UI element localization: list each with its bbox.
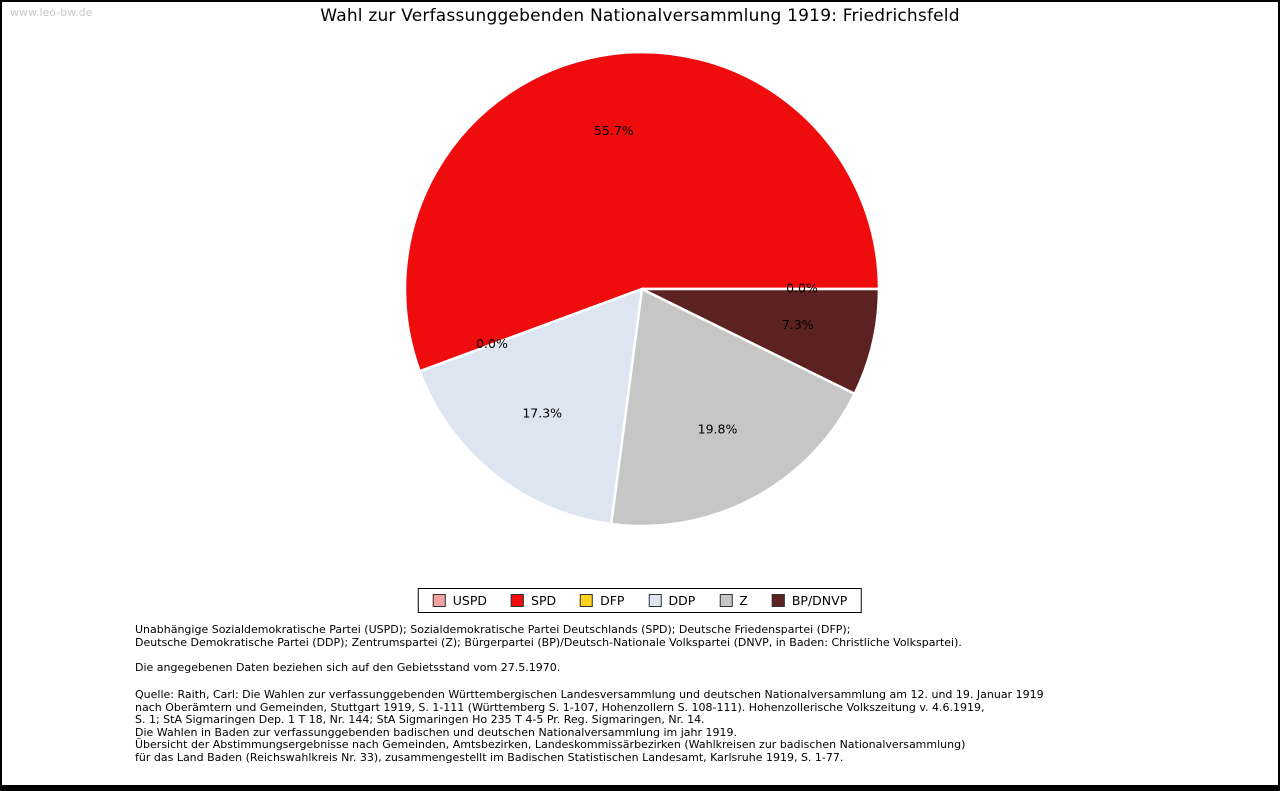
legend-item-uspd: USPD: [432, 593, 488, 608]
pie-percent-label-bp-dnvp: 7.3%: [782, 317, 814, 332]
pie-slice-bp-dnvp: [640, 287, 881, 396]
legend-item-z: Z: [719, 593, 748, 608]
pie-slice-ddp: [418, 287, 644, 526]
legend-label-dfp: DFP: [600, 593, 625, 608]
pie-percent-label-uspd: 0.0%: [786, 281, 818, 296]
legend-swatch-dfp: [580, 594, 594, 607]
pie-percent-label-spd: 55.7%: [594, 123, 634, 138]
party-abbreviations-line-2: Deutsche Demokratische Partei (DDP); Zen…: [135, 635, 962, 649]
party-abbreviations-line-1: Unabhängige Sozialdemokratische Partei (…: [135, 623, 851, 636]
legend-item-ddp: DDP: [648, 593, 695, 608]
pie-percent-label-z: 19.8%: [698, 422, 738, 437]
legend-label-ddp: DDP: [668, 593, 696, 608]
pie-chart: 0.0% 55.7% 0.0% 17.3% 19.8% 7.3%: [403, 50, 881, 528]
legend-item-spd: SPD: [511, 593, 556, 608]
territorial-status-note: Die angegebenen Daten beziehen sich auf …: [135, 661, 561, 674]
legend-item-bp-dnvp: BP/DNVP: [771, 593, 848, 608]
legend-swatch-uspd: [432, 594, 446, 607]
source-citation-line-3: S. 1; StA Sigmaringen Dep. 1 T 18, Nr. 1…: [135, 713, 705, 727]
source-citation-line-2: nach Oberämtern und Gemeinden, Stuttgart…: [135, 700, 985, 714]
chart-title: Wahl zur Verfassunggebenden Nationalvers…: [320, 6, 960, 26]
legend-item-dfp: DFP: [580, 593, 624, 608]
source-citation-line-1: Quelle: Raith, Carl: Die Wahlen zur verf…: [135, 688, 1044, 701]
legend-swatch-ddp: [648, 594, 662, 607]
legend: USPD SPD DFP DDP Z BP/DNVP: [417, 588, 863, 613]
legend-swatch-z: [719, 594, 733, 607]
party-abbreviations-note: Unabhängige Sozialdemokratische Partei (…: [135, 623, 962, 649]
source-citation-line-6: für das Land Baden (Reichswahlkreis Nr. …: [135, 750, 844, 764]
pie-slice-z: [609, 287, 856, 528]
pie-percent-label-dfp: 0.0%: [476, 336, 508, 351]
legend-label-bp-dnvp: BP/DNVP: [791, 593, 848, 608]
source-citation: Quelle: Raith, Carl: Die Wahlen zur verf…: [135, 688, 1044, 765]
legend-label-uspd: USPD: [452, 593, 488, 608]
legend-label-spd: SPD: [531, 593, 557, 608]
source-citation-line-4: Die Wahlen in Baden zur verfassunggebend…: [135, 725, 738, 739]
legend-label-z: Z: [739, 593, 748, 608]
pie-percent-label-ddp: 17.3%: [522, 406, 562, 421]
legend-swatch-bp-dnvp: [771, 594, 785, 607]
source-citation-line-5: Übersicht der Abstimmungsergebnisse nach…: [135, 738, 966, 752]
pie-slice-spd: [403, 50, 881, 373]
watermark: www.leo-bw.de: [10, 6, 93, 19]
legend-swatch-spd: [511, 594, 525, 607]
